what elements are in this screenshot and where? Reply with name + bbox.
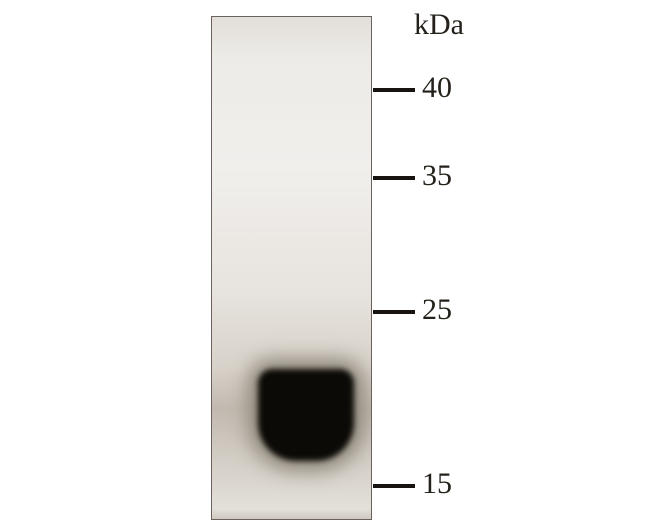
blot-band — [258, 369, 354, 461]
marker-tick — [373, 484, 415, 488]
blot-lane — [211, 16, 372, 520]
marker-label: 25 — [422, 293, 452, 327]
marker-label: 40 — [422, 71, 452, 105]
marker-label: 15 — [422, 467, 452, 501]
marker-tick — [373, 176, 415, 180]
marker-tick — [373, 88, 415, 92]
blot-figure: kDa 40 35 25 15 — [0, 0, 650, 527]
marker-label: 35 — [422, 159, 452, 193]
marker-tick — [373, 310, 415, 314]
unit-label: kDa — [414, 8, 464, 42]
